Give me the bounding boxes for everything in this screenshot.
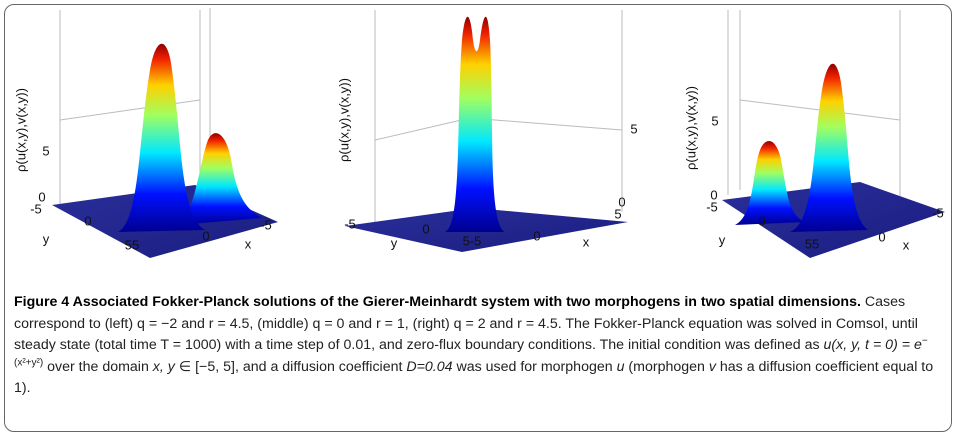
- tick-label: -5: [260, 217, 272, 232]
- math: v: [708, 358, 716, 375]
- caption-text: Cases correspond to (left) q = −2 and r …: [14, 294, 918, 353]
- caption-text: has a diffusion coefficient equal to 1).: [14, 358, 934, 397]
- tick-label: 0: [878, 229, 885, 244]
- tick-label: x: [903, 237, 910, 252]
- math: u: [616, 358, 625, 375]
- figure-caption: Figure 4 Associated Fokker-Planck soluti…: [14, 292, 944, 400]
- axis-label: ρ(u(x,y),v(x,y)): [683, 86, 698, 170]
- tick-label: -5: [932, 205, 944, 220]
- tick-label: 5: [614, 206, 621, 221]
- figure-frame: [4, 4, 952, 432]
- tick-label: 5: [42, 143, 49, 158]
- tick-label: x: [583, 234, 590, 249]
- tick-label: -5: [30, 201, 42, 216]
- tick-label: y: [43, 231, 50, 246]
- tick-label: 0: [710, 187, 717, 202]
- panel-left: [52, 8, 278, 258]
- formula: u(x, y, t = 0) = e: [823, 337, 922, 353]
- caption-text: over the domain: [43, 358, 153, 375]
- tick-label: 0: [38, 189, 45, 204]
- tick-label: 55: [125, 237, 139, 252]
- tick-label: 55: [805, 236, 819, 251]
- figure-panels: ρ(u(x,y),v(x,y)) 50-5y0550x-5ρ(u(x,y),v(x…: [13, 8, 945, 258]
- tick-label: 0: [84, 213, 91, 228]
- tick-label: 5: [630, 121, 637, 136]
- math: D=0.04: [406, 358, 453, 375]
- tick-label: 0: [758, 213, 765, 228]
- panel-right: [722, 10, 945, 258]
- tick-label: 0: [202, 228, 209, 243]
- math: x, y: [152, 358, 175, 375]
- caption-text: ∈ [−5, 5], and a diffusion coefficient: [174, 358, 407, 375]
- tick-label: y: [719, 232, 726, 247]
- caption-text: was used for morphogen: [452, 358, 617, 375]
- tick-label: -5: [344, 216, 356, 231]
- tick-label: 5: [711, 113, 718, 128]
- caption-text: (morphogen: [624, 358, 709, 375]
- panel-middle: [345, 10, 628, 252]
- caption-title: Figure 4 Associated Fokker-Planck soluti…: [14, 294, 861, 310]
- axis-label: ρ(u(x,y),v(x,y)): [336, 78, 351, 162]
- tick-label: 0: [533, 228, 540, 243]
- tick-label: y: [391, 235, 398, 250]
- tick-label: 5-5: [463, 233, 482, 248]
- tick-label: x: [245, 236, 252, 251]
- axis-label: ρ(u(x,y),v(x,y)): [13, 88, 28, 172]
- tick-label: 0: [422, 221, 429, 236]
- tick-label: 0: [618, 194, 625, 209]
- tick-label: -5: [706, 199, 718, 214]
- formula-exponent: −(x²+y²): [14, 335, 928, 368]
